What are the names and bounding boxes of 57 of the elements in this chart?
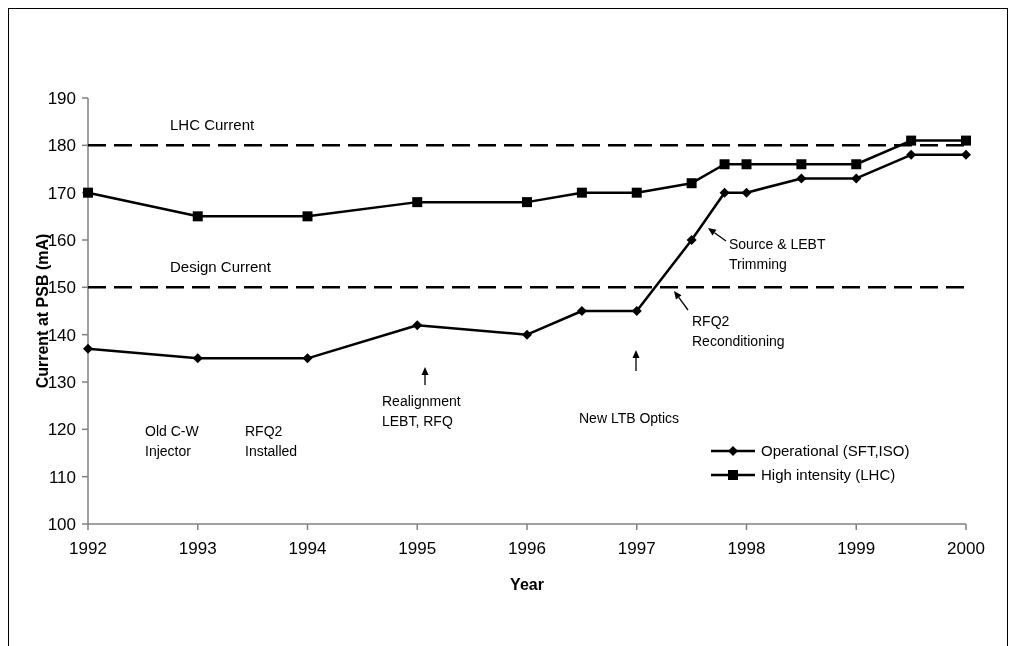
- annotation: RFQ2 Reconditioning: [692, 313, 785, 349]
- point: [719, 187, 730, 198]
- y-tick-label: 140: [47, 325, 76, 345]
- point: [686, 235, 697, 245]
- point: [906, 149, 917, 160]
- point: [686, 178, 697, 189]
- x-tick-label: 1996: [508, 539, 546, 558]
- x-tick-label: 2000: [947, 539, 985, 558]
- legend-label: High intensity (LHC): [761, 466, 896, 484]
- x-tick-label: 1997: [617, 539, 656, 558]
- point: [851, 173, 862, 184]
- point: [192, 211, 203, 222]
- point: [719, 159, 730, 170]
- point: [83, 187, 93, 198]
- point: [576, 306, 587, 316]
- point: [851, 159, 862, 170]
- point: [631, 306, 642, 316]
- point: [741, 159, 752, 170]
- ref-line-label: LHC Current: [170, 116, 256, 134]
- point: [961, 149, 971, 160]
- x-tick-label: 1998: [727, 539, 766, 558]
- annotation: Realignment LEBT, RFQ: [382, 393, 461, 429]
- annotation: New LTB Optics: [579, 410, 680, 426]
- x-tick-label: 1992: [69, 539, 107, 558]
- y-tick-label: 130: [47, 372, 76, 392]
- legend-label: Operational (SFT,ISO): [761, 442, 910, 460]
- point: [522, 197, 532, 208]
- point: [522, 329, 532, 340]
- point: [302, 353, 313, 364]
- point: [906, 135, 917, 146]
- point: [631, 187, 642, 198]
- point: [961, 135, 971, 146]
- x-tick-label: 1994: [288, 539, 327, 558]
- point: [412, 197, 423, 208]
- point: [796, 159, 807, 170]
- y-tick-label: 120: [47, 420, 76, 440]
- y-tick-label: 170: [47, 183, 76, 203]
- point: [741, 187, 752, 198]
- point: [796, 173, 807, 184]
- y-tick-label: 190: [47, 88, 76, 108]
- annotation: Old C-W Injector: [145, 423, 200, 459]
- annotation: RFQ2 Installed: [245, 423, 298, 459]
- annotation: Source & LEBT Trimming: [729, 236, 826, 272]
- x-tick-label: 1995: [398, 539, 437, 558]
- y-tick-label: 100: [47, 514, 76, 534]
- point: [576, 187, 587, 198]
- x-tick-label: 1993: [178, 539, 217, 558]
- point: [192, 353, 203, 364]
- x-axis-title: Year: [510, 576, 544, 593]
- y-tick-label: 150: [47, 278, 76, 298]
- point: [302, 211, 313, 222]
- y-tick-label: 180: [47, 136, 76, 156]
- point: [83, 343, 93, 354]
- ref-line-label: Design Current: [170, 258, 272, 276]
- point: [412, 320, 423, 331]
- x-tick-label: 1999: [837, 539, 876, 558]
- y-tick-label: 110: [48, 467, 76, 487]
